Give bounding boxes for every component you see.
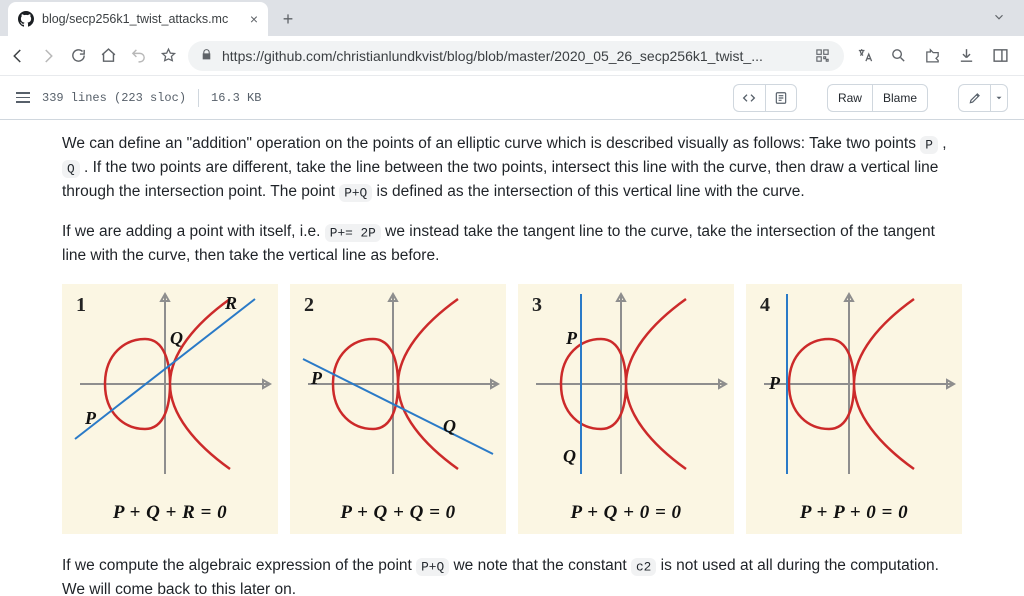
curve-diagram: PQ: [290, 284, 506, 484]
figure-panel-3: 3 PQ P + Q + 0 = 0: [518, 284, 734, 534]
svg-text:P: P: [310, 368, 323, 388]
github-file-bar: 339 lines (223 sloc) 16.3 KB Raw Blame: [0, 76, 1024, 120]
edit-group: [958, 84, 1008, 112]
svg-text:Q: Q: [170, 328, 183, 348]
raw-blame-group: Raw Blame: [827, 84, 928, 112]
view-mode-group: [733, 84, 797, 112]
qr-icon[interactable]: [812, 46, 832, 66]
blame-button[interactable]: Blame: [872, 84, 928, 112]
figure-panels: 1 PQR P + Q + R = 0 2 PQ P + Q + Q = 0 3: [62, 284, 962, 534]
translate-icon[interactable]: [854, 46, 874, 66]
para-1: We can define an "addition" operation on…: [62, 132, 962, 204]
back-icon[interactable]: [8, 46, 28, 66]
para-3: If we compute the algebraic expression o…: [62, 554, 962, 596]
svg-text:P: P: [565, 328, 578, 348]
url-text: https://github.com/christianlundkvist/bl…: [222, 48, 804, 64]
sidepanel-icon[interactable]: [990, 46, 1010, 66]
code-Q: Q: [62, 160, 80, 178]
edit-dropdown-button[interactable]: [990, 84, 1008, 112]
curve-diagram: P Q R: [62, 284, 278, 484]
browser-toolbar: https://github.com/christianlundkvist/bl…: [0, 36, 1024, 76]
forward-icon[interactable]: [38, 46, 58, 66]
browser-chrome: blog/secp256k1_twist_attacks.mc × + http…: [0, 0, 1024, 76]
svg-text:Q: Q: [563, 446, 576, 466]
svg-text:P: P: [768, 373, 781, 393]
para-2: If we are adding a point with itself, i.…: [62, 220, 962, 268]
rendered-view-button[interactable]: [765, 84, 797, 112]
new-tab-button[interactable]: +: [274, 5, 302, 33]
extensions-icon[interactable]: [922, 46, 942, 66]
figure-panel-4: 4 P P + P + 0 = 0: [746, 284, 962, 534]
file-size: 16.3 KB: [211, 91, 261, 105]
figure-panel-2: 2 PQ P + Q + Q = 0: [290, 284, 506, 534]
reload-icon[interactable]: [68, 46, 88, 66]
svg-text:R: R: [224, 293, 237, 313]
address-bar[interactable]: https://github.com/christianlundkvist/bl…: [188, 41, 844, 71]
separator: [198, 89, 199, 107]
edit-button[interactable]: [958, 84, 990, 112]
browser-tab[interactable]: blog/secp256k1_twist_attacks.mc ×: [8, 2, 268, 36]
code-c2: c2: [631, 558, 656, 576]
toolbar-right: [854, 46, 1016, 66]
panel-caption: P + Q + R = 0: [62, 502, 278, 524]
home-icon[interactable]: [98, 46, 118, 66]
panel-caption: P + P + 0 = 0: [746, 502, 962, 524]
undo-icon[interactable]: [128, 46, 148, 66]
code-PQ-2: P+Q: [416, 558, 449, 576]
zoom-icon[interactable]: [888, 46, 908, 66]
figure-panel-1: 1 P Q R P + Q + R = 0: [62, 284, 278, 534]
download-icon[interactable]: [956, 46, 976, 66]
list-icon[interactable]: [16, 92, 30, 103]
window-chevron-icon[interactable]: [992, 10, 1006, 29]
curve-diagram: P: [746, 284, 962, 484]
code-P: P: [920, 136, 938, 154]
raw-button[interactable]: Raw: [827, 84, 872, 112]
line-count: 339 lines (223 sloc): [42, 91, 186, 105]
panel-caption: P + Q + Q = 0: [290, 502, 506, 524]
curve-diagram: PQ: [518, 284, 734, 484]
panel-caption: P + Q + 0 = 0: [518, 502, 734, 524]
panel-number: 1: [76, 294, 86, 317]
code-PQ: P+Q: [339, 184, 372, 202]
source-view-button[interactable]: [733, 84, 765, 112]
panel-number: 2: [304, 294, 314, 317]
tab-title: blog/secp256k1_twist_attacks.mc: [42, 12, 242, 26]
tab-strip: blog/secp256k1_twist_attacks.mc × +: [0, 0, 1024, 36]
article-content: We can define an "addition" operation on…: [0, 120, 1024, 596]
panel-number: 3: [532, 294, 542, 317]
close-icon[interactable]: ×: [250, 11, 258, 27]
svg-text:P: P: [84, 408, 97, 428]
lock-icon: [200, 48, 214, 64]
svg-text:Q: Q: [443, 416, 456, 436]
code-P2P: P+= 2P: [325, 224, 381, 242]
panel-number: 4: [760, 294, 770, 317]
github-favicon-icon: [18, 11, 34, 27]
star-icon[interactable]: [158, 46, 178, 66]
